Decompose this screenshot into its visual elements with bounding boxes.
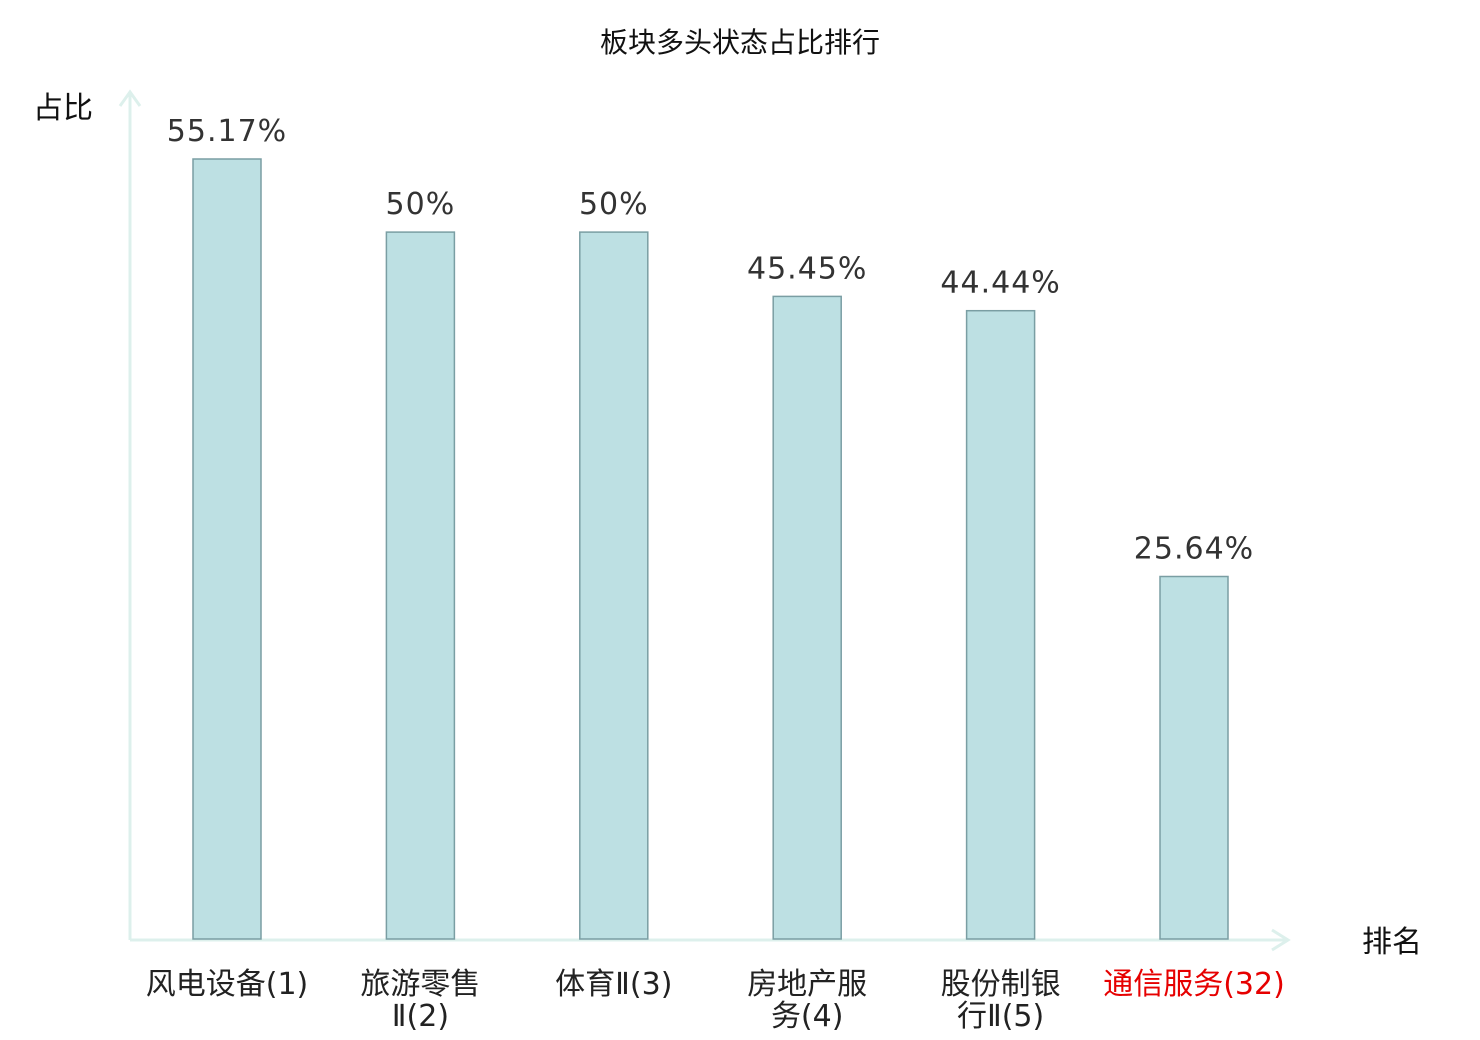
category-label-line: 体育Ⅱ(3) [555, 967, 672, 1002]
bar-6 [1159, 575, 1229, 940]
bar-3 [579, 231, 649, 940]
category-labels: 风电设备(1) 旅游零售 Ⅱ(2) 体育Ⅱ(3) 房地产服务(4) 股份制银行Ⅱ(5) 通信… [146, 967, 1285, 1034]
bar-1 [192, 158, 262, 940]
value-label-1: 55.17% [167, 114, 287, 149]
x-axis-label: 排名 [1362, 925, 1422, 960]
y-axis-arrow [118, 89, 142, 107]
category-label-4: 房地产服务(4) [747, 967, 867, 1034]
axes [118, 89, 1291, 952]
category-label-1: 风电设备(1) [146, 967, 309, 1002]
value-label-4: 45.45% [747, 251, 867, 286]
category-label-line: 房地产服 [747, 967, 867, 1002]
category-label-line: 行Ⅱ(5) [957, 999, 1044, 1034]
category-label-line: 通信服务(32) [1103, 967, 1285, 1002]
category-label-2: 旅游零售 Ⅱ(2) [360, 967, 480, 1034]
category-label-3: 体育Ⅱ(3) [555, 967, 672, 1002]
chart-title: 板块多头状态占比排行 [600, 26, 880, 59]
category-label-line: 股份制银 [941, 967, 1061, 1002]
category-label-line: 旅游零售 [360, 967, 480, 1002]
category-label-line: 务(4) [771, 999, 844, 1034]
category-label-line: 风电设备(1) [146, 967, 309, 1002]
bars [192, 158, 1229, 940]
bar-4 [772, 295, 842, 940]
value-labels: 55.17% 50% 50% 45.45% 44.44% 25.64% [167, 114, 1254, 567]
bar-2 [385, 231, 456, 940]
value-label-6: 25.64% [1134, 532, 1254, 567]
y-axis-label: 占比 [33, 91, 93, 126]
value-label-3: 50% [579, 187, 649, 222]
x-axis-arrow [1271, 928, 1291, 952]
category-label-5: 股份制银行Ⅱ(5) [941, 967, 1061, 1034]
category-label-6: 通信服务(32) [1103, 967, 1285, 1002]
category-label-line: Ⅱ(2) [392, 999, 449, 1034]
value-label-2: 50% [386, 187, 456, 222]
value-label-5: 44.44% [940, 266, 1060, 301]
bar-5 [965, 309, 1036, 940]
